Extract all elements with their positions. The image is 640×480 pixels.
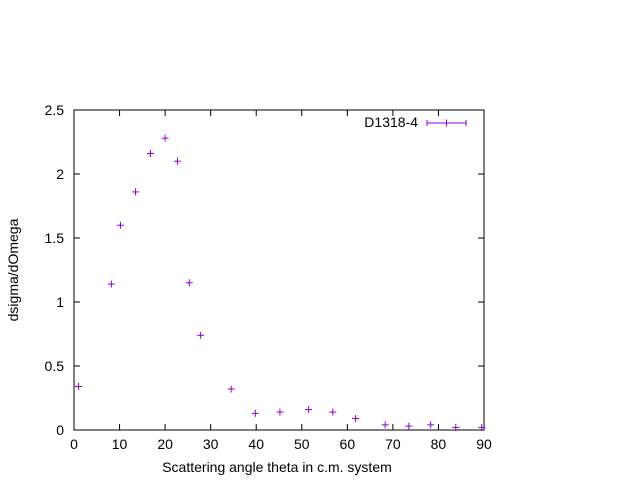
x-tick-label: 70 xyxy=(385,436,401,452)
y-tick-label: 0.5 xyxy=(45,358,65,374)
data-point xyxy=(452,423,460,431)
legend: D1318-4 xyxy=(364,114,467,130)
data-point xyxy=(173,157,181,165)
y-tick-label: 0 xyxy=(56,422,64,438)
y-tick-label: 2 xyxy=(56,166,64,182)
data-point xyxy=(227,385,235,393)
legend-sample xyxy=(426,119,467,127)
data-point xyxy=(405,422,413,430)
data-point xyxy=(197,331,205,339)
data-point xyxy=(107,280,115,288)
data-point xyxy=(329,408,337,416)
x-axis-label: Scattering angle theta in c.m. system xyxy=(162,459,392,475)
x-tick-label: 80 xyxy=(431,436,447,452)
plot-frame xyxy=(73,109,485,431)
data-point xyxy=(147,150,155,158)
data-point xyxy=(132,188,139,196)
x-axis-ticks: 0 10 20 30 40 50 60 70 80 90 xyxy=(70,110,492,452)
data-points xyxy=(75,134,486,431)
data-point xyxy=(352,414,360,422)
data-point xyxy=(276,408,284,416)
y-axis-ticks: 0 0.5 1 1.5 2 2.5 xyxy=(45,102,484,438)
data-point xyxy=(161,134,169,142)
x-tick-label: 30 xyxy=(203,436,219,452)
data-point xyxy=(251,409,259,417)
y-tick-label: 1 xyxy=(56,294,64,310)
data-point xyxy=(381,421,389,429)
x-tick-label: 90 xyxy=(476,436,492,452)
y-tick-label: 2.5 xyxy=(45,102,65,118)
data-point xyxy=(427,421,435,429)
data-point xyxy=(478,423,486,431)
y-tick-label: 1.5 xyxy=(45,230,65,246)
x-tick-label: 40 xyxy=(248,436,264,452)
data-point xyxy=(75,382,83,390)
data-point xyxy=(185,279,193,287)
x-tick-label: 0 xyxy=(70,436,78,452)
data-point xyxy=(305,406,313,414)
x-tick-label: 60 xyxy=(340,436,356,452)
legend-label: D1318-4 xyxy=(364,114,418,130)
x-tick-label: 10 xyxy=(112,436,128,452)
y-axis-label: dsigma/dOmega xyxy=(5,218,21,321)
x-tick-label: 20 xyxy=(157,436,173,452)
data-point xyxy=(116,221,124,229)
x-tick-label: 50 xyxy=(294,436,310,452)
